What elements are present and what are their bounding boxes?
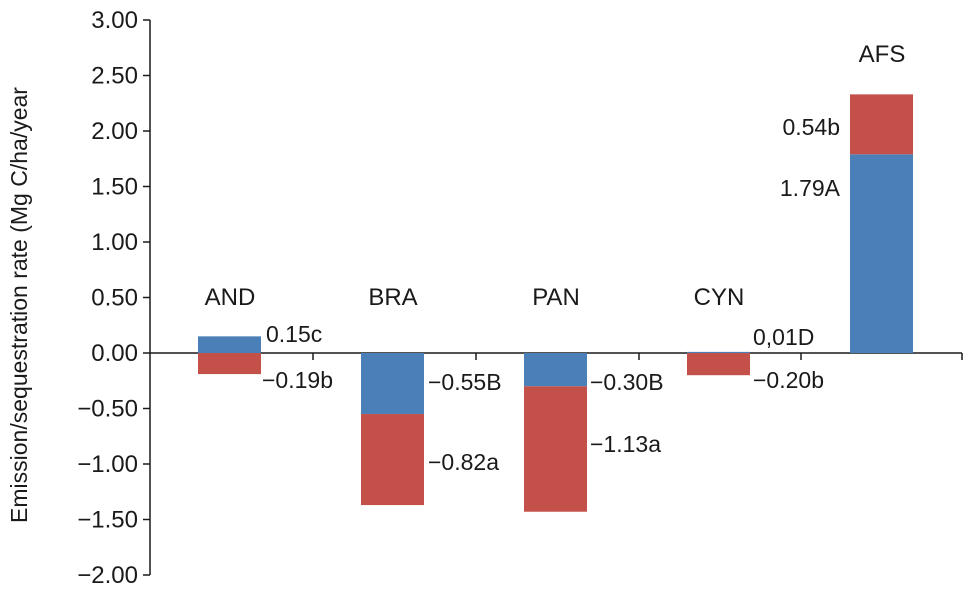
- data-label: 0.15c: [266, 321, 322, 347]
- data-label: −0.20b: [753, 367, 824, 393]
- category-label-and: AND: [205, 284, 256, 311]
- data-label: 0,01D: [753, 324, 814, 350]
- category-label-bra: BRA: [368, 284, 417, 311]
- y-tick-label: 1.50: [91, 174, 138, 201]
- bar-segment-bra-1: [361, 353, 424, 415]
- bar-segment-cyn-1: [687, 351, 750, 354]
- bar-segment-afs-1: [850, 154, 913, 353]
- category-label-pan: PAN: [532, 284, 580, 311]
- bar-segment-and-2: [198, 353, 261, 375]
- y-tick-label: 1.00: [91, 229, 138, 256]
- bar-segment-and-1: [198, 336, 261, 353]
- y-tick-label: 0.00: [91, 340, 138, 367]
- data-label: 0.54b: [782, 114, 840, 140]
- y-tick-label: −1.00: [77, 451, 138, 478]
- y-tick-label: 3.00: [91, 7, 138, 34]
- y-tick-label: −0.50: [77, 396, 138, 423]
- y-tick-label: 2.50: [91, 63, 138, 90]
- y-tick-label: 2.00: [91, 118, 138, 145]
- category-label-afs: AFS: [859, 41, 906, 68]
- data-label: −1.13a: [590, 431, 661, 457]
- bar-segment-bra-2: [361, 414, 424, 506]
- data-label: −0.82a: [428, 449, 499, 475]
- data-label: −0.30B: [590, 369, 664, 395]
- bar-segment-afs-2: [850, 94, 913, 155]
- bar-segment-pan-1: [524, 353, 587, 387]
- data-label: −0.19b: [262, 367, 333, 393]
- y-tick-label: 0.50: [91, 285, 138, 312]
- bar-segment-cyn-2: [687, 353, 750, 376]
- bars-group: [198, 94, 913, 512]
- data-label: −0.55B: [428, 369, 502, 395]
- y-tick-label: −1.50: [77, 507, 138, 534]
- data-label: 1.79A: [780, 175, 841, 201]
- y-axis: 3.00 2.50 2.00 1.50 1.00 0.50 0.00 −0.50 −1.00 −1…: [77, 7, 151, 589]
- y-tick-label: −2.00: [77, 562, 138, 589]
- category-label-cyn: CYN: [694, 284, 745, 311]
- labels-group: 0.15c −0.19b AND −0.55B −0.82a BRA −0.30B −1.13…: [205, 41, 906, 475]
- bar-segment-pan-2: [524, 386, 587, 512]
- y-axis-title: Emission/sequestration rate (Mg C/ha/yea…: [6, 87, 32, 523]
